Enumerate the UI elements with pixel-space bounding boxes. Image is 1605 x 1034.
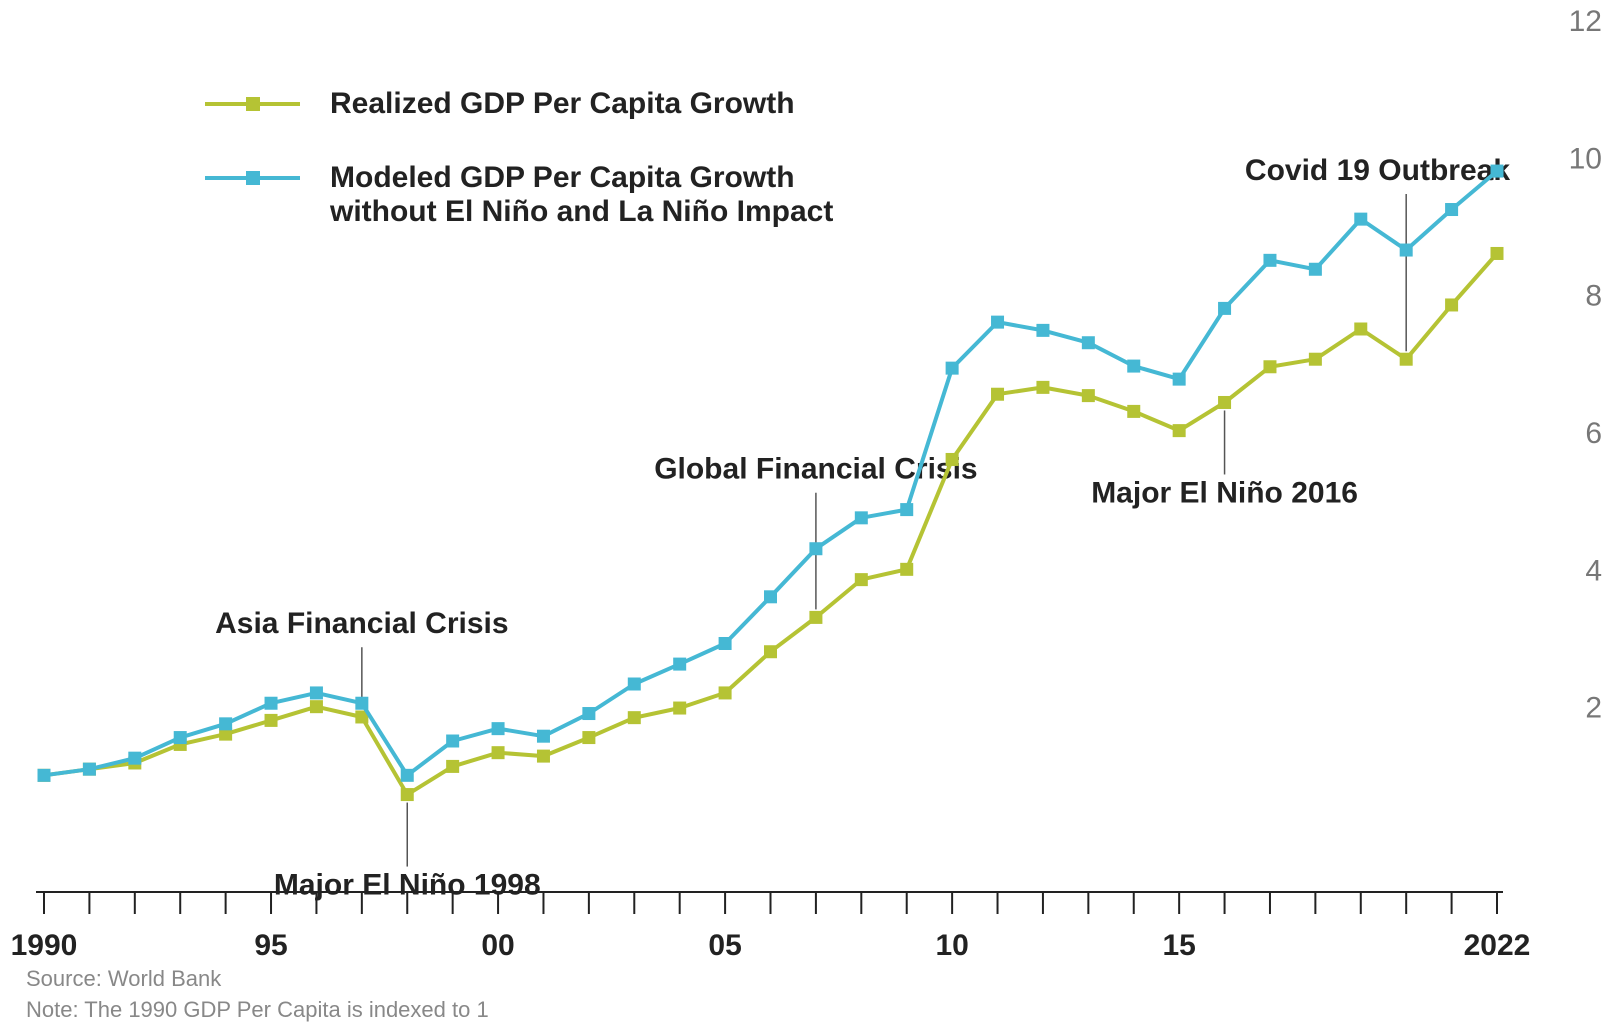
series-1-point-2006 (764, 590, 777, 604)
series-0-point-2009 (900, 562, 914, 576)
x-tick-label-2000: 00 (481, 929, 514, 962)
series-0-point-1996 (309, 700, 323, 714)
series-0-point-2004 (673, 701, 687, 715)
x-axis: 1990 95 00 05 10 15 2022 (11, 891, 1531, 962)
series-0-point-2017 (1263, 360, 1277, 374)
series-0-point-2000 (491, 746, 505, 760)
series-0-point-2011 (991, 387, 1005, 401)
series-1-point-1992 (128, 751, 142, 765)
series-1-point-1999 (446, 734, 460, 748)
series-1-point-2020 (1399, 243, 1413, 257)
series-1-point-1994 (219, 717, 233, 731)
series-0-point-2008 (854, 573, 868, 587)
y-tick-label-4: 4 (1585, 554, 1602, 587)
legend-marker-realized (246, 97, 260, 111)
series-1-point-2007 (809, 542, 823, 556)
series-1-point-1996 (309, 686, 323, 700)
y-tick-label-2: 2 (1585, 692, 1602, 725)
series-0-point-2013 (1081, 389, 1095, 403)
series-0-point-2014 (1127, 404, 1141, 418)
series-1-point-1990 (37, 768, 51, 782)
series-1-point-1993 (173, 731, 187, 745)
series-0-point-2022 (1490, 246, 1504, 260)
series-line-0 (43, 252, 1499, 797)
series-0-point-2019 (1354, 322, 1368, 336)
series-1-point-2003 (627, 677, 641, 691)
series-1-point-2017 (1263, 253, 1277, 267)
legend-label-realized: Realized GDP Per Capita Growth (330, 87, 795, 120)
legend-label-modeled-line2: without El Niño and La Niño Impact (329, 195, 833, 228)
series-0-point-2016 (1218, 395, 1232, 409)
series-1-point-2000 (491, 722, 505, 736)
index-note: Note: The 1990 GDP Per Capita is indexed… (26, 997, 489, 1022)
series-1-point-2009 (900, 503, 914, 517)
y-tick-label-12: 12 (1569, 5, 1602, 38)
annotation-major-el-ni-o-2016: Major El Niño 2016 (1091, 476, 1358, 509)
x-tick-label-2005: 05 (708, 929, 741, 962)
series-1-point-2005 (718, 636, 732, 650)
series-1-point-2012 (1036, 323, 1050, 337)
series-1-point-2016 (1218, 301, 1232, 315)
legend-label-modeled-line1: Modeled GDP Per Capita Growth (330, 161, 795, 194)
series-1-point-2014 (1127, 359, 1141, 373)
series-1-point-2013 (1081, 336, 1095, 350)
series-0-point-1995 (264, 713, 278, 727)
annotation-global-financial-crisis: Global Financial Crisis (654, 453, 977, 486)
series-0-point-2010 (945, 452, 959, 466)
y-axis: 12 10 8 6 4 2 (1569, 5, 1602, 725)
series-1-point-2015 (1172, 372, 1186, 386)
series-1-point-2001 (536, 729, 550, 743)
series-1-point-2019 (1354, 212, 1368, 226)
source-note: Source: World Bank (26, 966, 222, 991)
annotation-covid-19-outbreak: Covid 19 Outbreak (1245, 154, 1510, 187)
series-0-point-2018 (1308, 352, 1322, 366)
series-0-point-2015 (1172, 424, 1186, 438)
series-0-point-1999 (446, 759, 460, 773)
series-1-point-2011 (991, 315, 1005, 329)
series-1-point-1997 (355, 696, 369, 710)
x-tick-label-1990: 1990 (11, 929, 78, 962)
legend-marker-modeled (246, 171, 260, 185)
y-tick-label-6: 6 (1585, 417, 1602, 450)
series-0-point-2020 (1399, 352, 1413, 366)
y-tick-label-8: 8 (1585, 280, 1602, 313)
series-1-point-2010 (945, 361, 959, 375)
series-lines (37, 164, 1504, 802)
series-0-point-2012 (1036, 380, 1050, 394)
series-0-point-2003 (627, 711, 641, 725)
series-1-point-1995 (264, 696, 278, 710)
series-1-point-2008 (854, 511, 868, 525)
series-0-point-2001 (536, 749, 550, 763)
annotation-major-el-ni-o-1998: Major El Niño 1998 (274, 869, 541, 902)
annotation-asia-financial-crisis: Asia Financial Crisis (215, 607, 508, 640)
series-0-point-2007 (809, 610, 823, 624)
series-0-point-2006 (764, 645, 777, 659)
x-tick-label-2022: 2022 (1464, 929, 1531, 962)
series-1-point-1991 (82, 762, 96, 776)
series-1-point-2022 (1490, 164, 1504, 178)
series-0-point-2005 (718, 686, 732, 700)
series-1-point-2021 (1445, 203, 1459, 217)
x-tick-label-2010: 10 (935, 929, 968, 962)
x-tick-label-2015: 15 (1162, 929, 1195, 962)
series-0-point-1994 (219, 727, 233, 741)
series-0-point-2021 (1445, 298, 1459, 312)
series-1-point-2018 (1308, 262, 1322, 276)
series-1-point-2004 (673, 657, 687, 671)
series-1-point-1998 (400, 768, 414, 782)
series-0-point-1998 (400, 788, 414, 802)
series-0-point-2002 (582, 731, 596, 745)
legend: Realized GDP Per Capita Growth Modeled GD… (205, 87, 833, 228)
series-1-point-2002 (582, 707, 596, 721)
series-0-point-1997 (355, 710, 369, 724)
x-tick-label-1995: 95 (254, 929, 287, 962)
y-tick-label-10: 10 (1569, 142, 1602, 175)
